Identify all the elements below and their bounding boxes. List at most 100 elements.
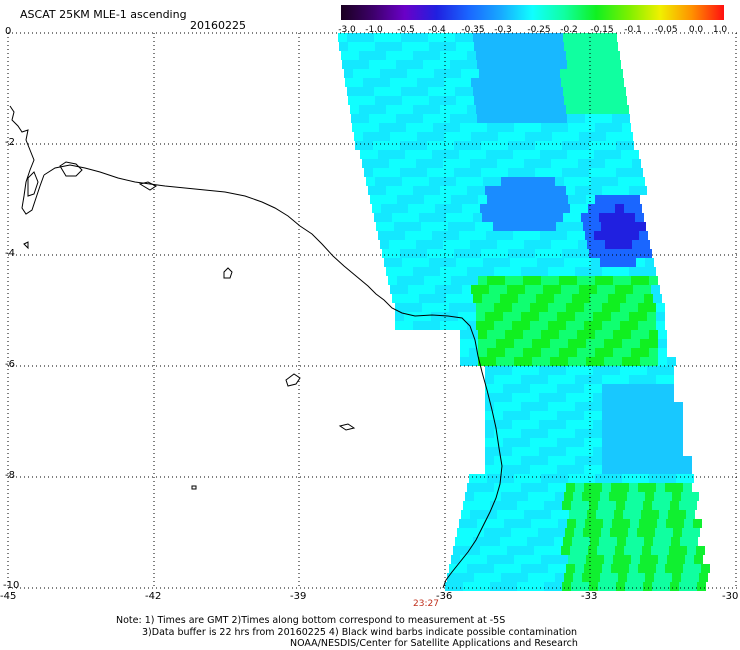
swath-cell xyxy=(653,537,662,546)
swath-cell xyxy=(584,375,593,384)
swath-cell xyxy=(355,141,364,150)
swath-cell xyxy=(364,141,373,150)
swath-cell xyxy=(539,438,548,447)
swath-cell xyxy=(575,393,584,402)
swath-cell xyxy=(512,438,521,447)
swath-cell xyxy=(580,249,589,258)
swath-cell xyxy=(487,339,496,348)
swath-cell xyxy=(584,384,593,393)
swath-cell xyxy=(575,312,584,321)
swath-cell xyxy=(474,258,483,267)
swath-cell xyxy=(478,330,487,339)
swath-cell xyxy=(477,519,486,528)
swath-cell xyxy=(604,339,613,348)
swath-cell xyxy=(382,249,391,258)
swath-cell xyxy=(550,339,559,348)
swath-cell xyxy=(520,222,529,231)
swath-cell xyxy=(631,276,640,285)
swath-cell xyxy=(658,348,667,357)
swath-cell xyxy=(485,186,494,195)
swath-cell xyxy=(339,42,348,51)
swath-cell xyxy=(512,186,521,195)
swath-cell xyxy=(575,429,584,438)
swath-cell xyxy=(411,258,420,267)
swath-cell xyxy=(613,348,622,357)
swath-cell xyxy=(428,294,437,303)
swath-cell xyxy=(568,555,577,564)
swath-cell xyxy=(566,411,575,420)
swath-cell xyxy=(611,465,620,474)
swath-cell xyxy=(597,132,606,141)
swath-cell xyxy=(485,105,494,114)
swath-cell xyxy=(608,213,617,222)
swath-cell xyxy=(523,474,532,483)
swath-cell xyxy=(611,411,620,420)
swath-cell xyxy=(488,240,497,249)
swath-cell xyxy=(539,312,548,321)
swath-cell xyxy=(593,303,602,312)
swath-cell xyxy=(530,384,539,393)
swath-cell xyxy=(508,249,517,258)
swath-cell xyxy=(627,492,636,501)
swath-cell xyxy=(491,33,500,42)
swath-cell xyxy=(415,276,424,285)
swath-cell xyxy=(468,60,477,69)
swath-cell xyxy=(542,240,551,249)
swath-cell xyxy=(467,564,476,573)
swath-cell xyxy=(682,528,691,537)
swath-cell xyxy=(562,249,571,258)
swath-cell xyxy=(593,402,602,411)
swath-cell xyxy=(585,231,594,240)
swath-cell xyxy=(620,483,629,492)
swath-cell xyxy=(569,240,578,249)
swath-cell xyxy=(556,222,565,231)
swath-cell xyxy=(503,51,512,60)
colorbar-label: -0.5 xyxy=(397,25,415,35)
swath-cell xyxy=(526,501,535,510)
swath-cell xyxy=(581,537,590,546)
swath-cell xyxy=(521,366,530,375)
swath-cell xyxy=(507,285,516,294)
swath-cell xyxy=(512,420,521,429)
swath-cell xyxy=(549,114,558,123)
swath-cell xyxy=(609,96,618,105)
swath-cell xyxy=(456,42,465,51)
swath-cell xyxy=(557,402,566,411)
swath-cell xyxy=(503,465,512,474)
swath-cell xyxy=(609,492,618,501)
swath-cell xyxy=(617,213,626,222)
swath-cell xyxy=(542,69,551,78)
colorbar-label: -3.0 xyxy=(338,25,356,35)
swath-cell xyxy=(593,105,602,114)
swath-cell xyxy=(656,420,665,429)
swath-cell xyxy=(561,78,570,87)
swath-cell xyxy=(652,501,661,510)
swath-cell xyxy=(494,267,503,276)
swath-cell xyxy=(487,276,496,285)
swath-cell xyxy=(490,582,499,591)
swath-cell xyxy=(489,78,498,87)
swath-cell xyxy=(535,168,544,177)
swath-cell xyxy=(593,375,602,384)
swath-cell xyxy=(516,285,525,294)
swath-cell xyxy=(348,42,357,51)
swath-cell xyxy=(453,204,462,213)
swath-cell xyxy=(512,105,521,114)
swath-cell xyxy=(570,285,579,294)
swath-cell xyxy=(479,510,488,519)
swath-cell xyxy=(422,186,431,195)
swath-cell xyxy=(587,69,596,78)
swath-cell xyxy=(423,150,432,159)
swath-cell xyxy=(602,438,611,447)
swath-cell xyxy=(548,321,557,330)
swath-cell xyxy=(563,33,572,42)
swath-cell xyxy=(429,96,438,105)
swath-cell xyxy=(603,231,612,240)
swath-cell xyxy=(629,186,638,195)
swath-cell xyxy=(532,348,541,357)
swath-cell xyxy=(474,42,483,51)
swath-cell xyxy=(458,105,467,114)
swath-cell xyxy=(628,222,637,231)
swath-cell xyxy=(629,303,638,312)
swath-cell xyxy=(453,285,462,294)
